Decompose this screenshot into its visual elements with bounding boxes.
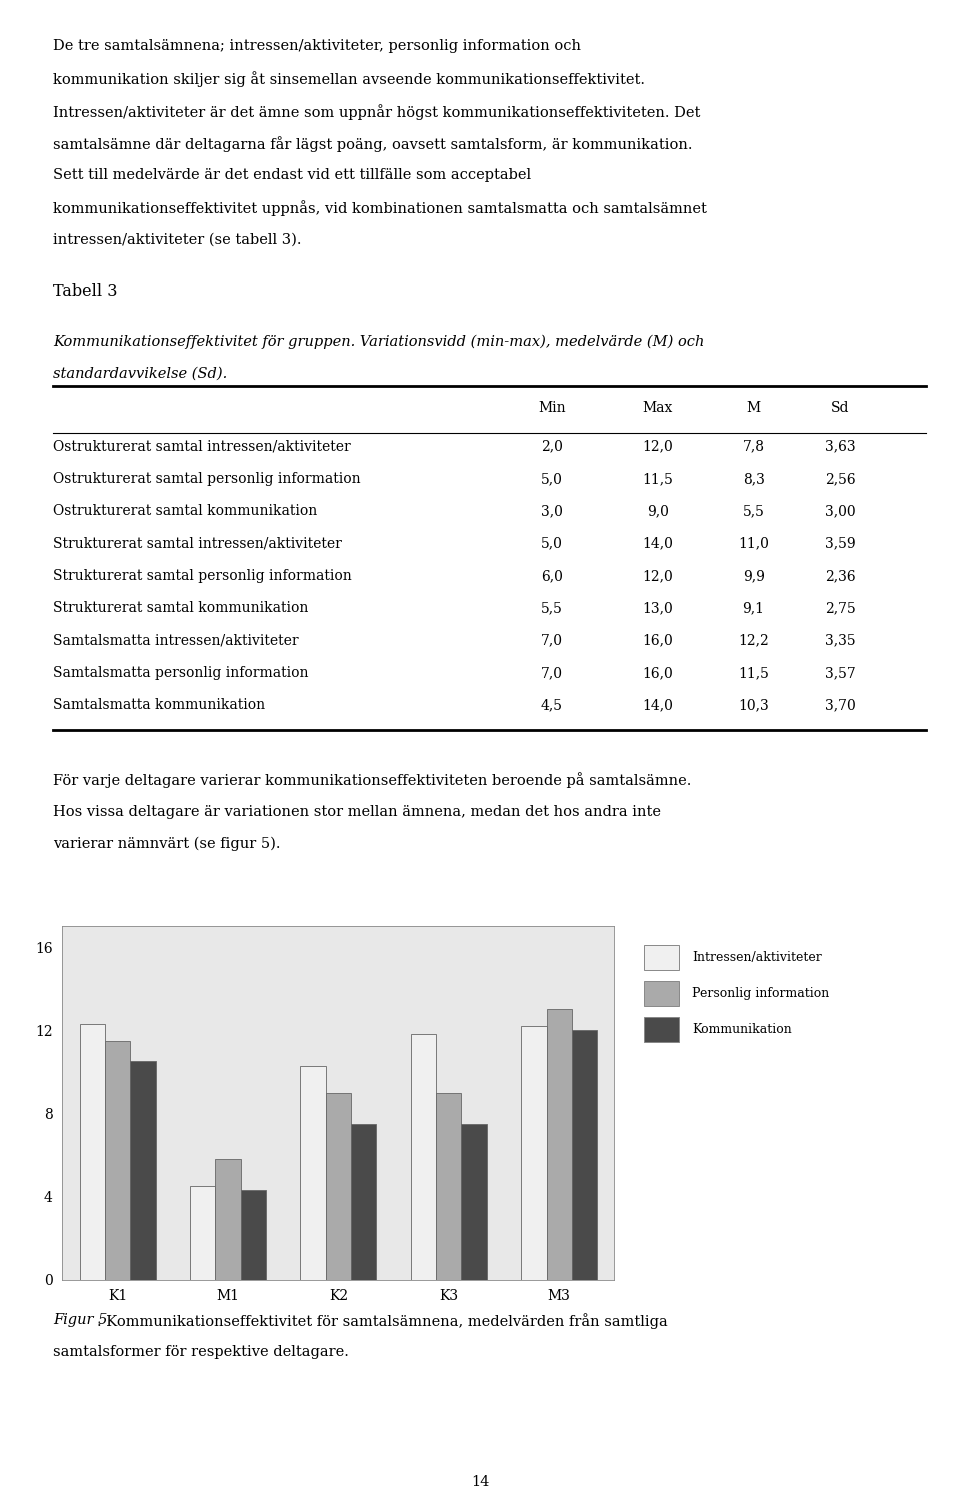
Text: 11,5: 11,5: [738, 665, 769, 680]
Text: intressen/aktiviteter (se tabell 3).: intressen/aktiviteter (se tabell 3).: [53, 233, 301, 246]
Text: Sett till medelvärde är det endast vid ett tillfälle som acceptabel: Sett till medelvärde är det endast vid e…: [53, 168, 531, 182]
Text: varierar nämnvärt (se figur 5).: varierar nämnvärt (se figur 5).: [53, 837, 280, 852]
Text: Personlig information: Personlig information: [692, 987, 829, 1000]
Text: Ostrukturerat samtal kommunikation: Ostrukturerat samtal kommunikation: [53, 505, 317, 518]
Text: 3,59: 3,59: [825, 536, 855, 551]
Text: 7,0: 7,0: [541, 634, 563, 647]
Text: 9,0: 9,0: [647, 505, 668, 518]
Text: 10,3: 10,3: [738, 698, 769, 712]
Text: 13,0: 13,0: [642, 601, 673, 616]
Bar: [351, 1123, 376, 1280]
Text: Kommunikationseffektivitet för gruppen. Variationsvidd (min-max), medelvärde (M): Kommunikationseffektivitet för gruppen. …: [53, 335, 705, 348]
Bar: [521, 1026, 546, 1280]
Text: . Kommunikationseffektivitet för samtalsämnena, medelvärden från samtliga: . Kommunikationseffektivitet för samtals…: [97, 1313, 668, 1329]
Text: 11,5: 11,5: [642, 472, 673, 487]
Text: Figur 5: Figur 5: [53, 1313, 108, 1326]
Bar: [644, 945, 679, 970]
Bar: [572, 1030, 597, 1280]
Text: 7,8: 7,8: [743, 440, 764, 454]
Text: 16,0: 16,0: [642, 634, 673, 647]
Bar: [190, 1187, 215, 1280]
Text: 14: 14: [470, 1475, 490, 1488]
Text: Ostrukturerat samtal intressen/aktiviteter: Ostrukturerat samtal intressen/aktivitet…: [53, 440, 350, 454]
Text: 2,56: 2,56: [825, 472, 855, 487]
Bar: [411, 1035, 436, 1280]
Text: 12,2: 12,2: [738, 634, 769, 647]
Text: 7,0: 7,0: [541, 665, 563, 680]
Text: 12,0: 12,0: [642, 440, 673, 454]
Bar: [105, 1041, 131, 1280]
Bar: [644, 981, 679, 1006]
Text: Samtalsmatta intressen/aktiviteter: Samtalsmatta intressen/aktiviteter: [53, 634, 299, 647]
Bar: [546, 1009, 572, 1280]
Text: 4,5: 4,5: [541, 698, 563, 712]
Text: kommunikationseffektivitet uppnås, vid kombinationen samtalsmatta och samtalsämn: kommunikationseffektivitet uppnås, vid k…: [53, 200, 707, 216]
Text: 5,0: 5,0: [541, 536, 563, 551]
Text: 14,0: 14,0: [642, 698, 673, 712]
Text: Kommunikation: Kommunikation: [692, 1023, 792, 1036]
Text: 3,0: 3,0: [541, 505, 563, 518]
Text: 6,0: 6,0: [541, 569, 563, 583]
Text: Ostrukturerat samtal personlig information: Ostrukturerat samtal personlig informati…: [53, 472, 360, 487]
Text: Intressen/aktiviteter är det ämne som uppnår högst kommunikationseffektiviteten.: Intressen/aktiviteter är det ämne som up…: [53, 104, 700, 120]
Text: 3,57: 3,57: [825, 665, 855, 680]
Text: 2,0: 2,0: [541, 440, 563, 454]
Text: 5,5: 5,5: [743, 505, 764, 518]
Text: kommunikation skiljer sig åt sinsemellan avseende kommunikationseffektivitet.: kommunikation skiljer sig åt sinsemellan…: [53, 71, 645, 87]
Bar: [300, 1065, 325, 1280]
Text: 14,0: 14,0: [642, 536, 673, 551]
Text: Sd: Sd: [830, 401, 850, 415]
Text: 12,0: 12,0: [642, 569, 673, 583]
Text: 16,0: 16,0: [642, 665, 673, 680]
Text: Hos vissa deltagare är variationen stor mellan ämnena, medan det hos andra inte: Hos vissa deltagare är variationen stor …: [53, 805, 660, 819]
Text: 11,0: 11,0: [738, 536, 769, 551]
Text: 3,00: 3,00: [825, 505, 855, 518]
Text: 9,1: 9,1: [743, 601, 764, 616]
Text: Strukturerat samtal intressen/aktiviteter: Strukturerat samtal intressen/aktivitete…: [53, 536, 342, 551]
Bar: [644, 1017, 679, 1042]
Text: Max: Max: [642, 401, 673, 415]
Text: Strukturerat samtal personlig information: Strukturerat samtal personlig informatio…: [53, 569, 351, 583]
Bar: [80, 1024, 105, 1280]
Text: Min: Min: [539, 401, 565, 415]
Text: 3,35: 3,35: [825, 634, 855, 647]
Bar: [131, 1062, 156, 1280]
Text: 2,36: 2,36: [825, 569, 855, 583]
Text: 3,70: 3,70: [825, 698, 855, 712]
Text: För varje deltagare varierar kommunikationseffektiviteten beroende på samtalsämn: För varje deltagare varierar kommunikati…: [53, 772, 691, 789]
Text: Strukturerat samtal kommunikation: Strukturerat samtal kommunikation: [53, 601, 308, 616]
Bar: [436, 1092, 462, 1280]
Text: 8,3: 8,3: [743, 472, 764, 487]
Text: M: M: [747, 401, 760, 415]
Text: samtalsformer för respektive deltagare.: samtalsformer för respektive deltagare.: [53, 1346, 348, 1359]
Text: standardavvikelse (Sd).: standardavvikelse (Sd).: [53, 366, 228, 382]
Text: Tabell 3: Tabell 3: [53, 282, 117, 300]
Text: 9,9: 9,9: [743, 569, 764, 583]
Bar: [215, 1160, 241, 1280]
Bar: [325, 1092, 351, 1280]
Text: 5,5: 5,5: [541, 601, 563, 616]
Text: Intressen/aktiviteter: Intressen/aktiviteter: [692, 951, 822, 964]
Text: 3,63: 3,63: [825, 440, 855, 454]
Text: 5,0: 5,0: [541, 472, 563, 487]
Text: 2,75: 2,75: [825, 601, 855, 616]
Text: samtalsämne där deltagarna får lägst poäng, oavsett samtalsform, är kommunikatio: samtalsämne där deltagarna får lägst poä…: [53, 135, 692, 152]
Text: Samtalsmatta personlig information: Samtalsmatta personlig information: [53, 665, 308, 680]
Text: De tre samtalsämnena; intressen/aktiviteter, personlig information och: De tre samtalsämnena; intressen/aktivite…: [53, 39, 581, 53]
Text: Samtalsmatta kommunikation: Samtalsmatta kommunikation: [53, 698, 265, 712]
Bar: [462, 1123, 487, 1280]
Bar: [241, 1190, 266, 1280]
